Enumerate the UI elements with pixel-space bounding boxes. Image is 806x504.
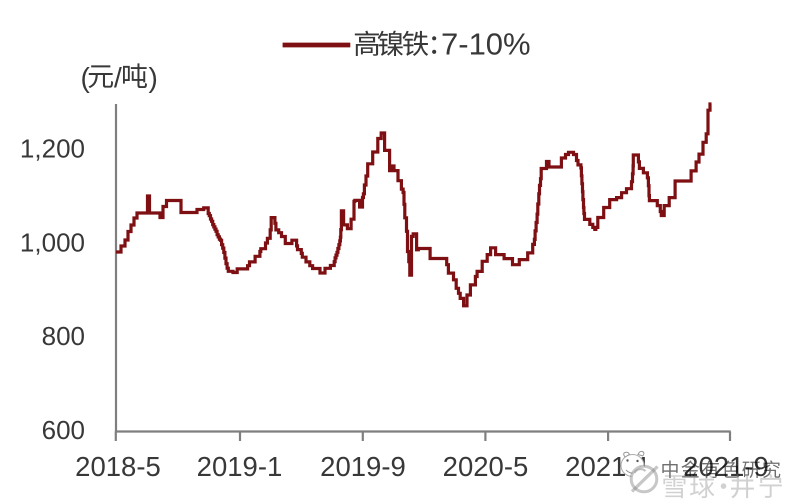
svg-text:2018-5: 2018-5	[75, 451, 161, 482]
svg-text:2019-9: 2019-9	[320, 451, 406, 482]
svg-text:7-10%: 7-10%	[441, 27, 531, 62]
svg-text:/: /	[114, 62, 122, 93]
svg-text:2019-1: 2019-1	[197, 451, 283, 482]
svg-text:(: (	[81, 62, 91, 93]
svg-text:2020-5: 2020-5	[443, 451, 529, 482]
svg-text:800: 800	[42, 321, 85, 351]
svg-text:): )	[149, 62, 158, 93]
svg-text:1,200: 1,200	[20, 134, 85, 164]
svg-text:600: 600	[42, 415, 85, 445]
svg-text:1,000: 1,000	[20, 227, 85, 257]
